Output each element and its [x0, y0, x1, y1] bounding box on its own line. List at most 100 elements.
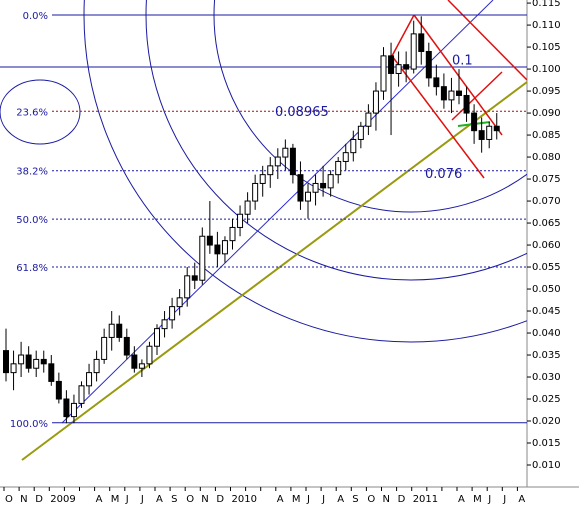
y-tick-label: 0.090	[532, 108, 561, 119]
candles	[3, 16, 500, 424]
candle-body	[55, 380, 62, 400]
annotation: 0.1	[452, 54, 473, 69]
candle-body	[131, 354, 138, 369]
x-tick-label: N	[20, 494, 27, 505]
candle-body	[418, 33, 425, 52]
candle-body	[448, 90, 455, 101]
candle-body	[48, 363, 55, 382]
y-tick-label: 0.115	[532, 0, 561, 9]
channel-line	[447, 0, 527, 81]
x-tick-label: O	[367, 494, 375, 505]
candle-body	[116, 323, 123, 338]
candle-body	[184, 275, 191, 299]
candle-body	[78, 385, 85, 404]
x-tick-label: 2009	[50, 494, 75, 505]
x-tick-label: J	[140, 494, 144, 505]
y-tick-label: 0.040	[532, 328, 561, 339]
y-tick-label: 0.010	[532, 460, 561, 471]
y-tick-label: 0.070	[532, 196, 561, 207]
candle-body	[320, 182, 327, 189]
candle-body	[63, 398, 70, 418]
y-tick-label: 0.030	[532, 372, 561, 383]
x-tick-label: 2011	[413, 494, 438, 505]
y-tick-label: 0.100	[532, 64, 561, 75]
candle-body	[244, 200, 251, 215]
channel-line	[413, 14, 503, 136]
x-tick-label: A	[96, 494, 103, 505]
candle-body	[327, 174, 334, 189]
candle-body	[10, 363, 17, 374]
y-tick-label: 0.025	[532, 394, 561, 405]
y-tick-label: 0.085	[532, 130, 561, 141]
y-tick-label: 0.080	[532, 152, 561, 163]
x-tick-label: M	[292, 494, 301, 505]
candle-body	[108, 323, 115, 338]
candle-body	[169, 306, 176, 321]
candle-body	[380, 55, 387, 92]
candle-body	[456, 90, 462, 96]
x-tick-label: S	[352, 494, 358, 505]
x-tick-label: J	[487, 494, 491, 505]
candle-body	[191, 275, 198, 281]
candle-body	[3, 350, 9, 374]
fib-label: 100.0%	[10, 419, 48, 430]
candle-body	[342, 152, 349, 162]
candle-body	[289, 147, 296, 176]
candle-body	[237, 213, 244, 228]
candle-body	[229, 226, 236, 242]
candle-body	[305, 191, 311, 202]
candle-body	[463, 94, 470, 114]
y-tick-label: 0.055	[532, 262, 561, 273]
candle-body	[33, 358, 40, 369]
candle-body	[206, 235, 213, 246]
channel-line	[451, 71, 503, 121]
y-tick-label: 0.060	[532, 240, 561, 251]
annotation: 0.076	[425, 167, 462, 182]
fib-label: 61.8%	[16, 263, 48, 274]
trend-line	[61, 0, 494, 424]
x-tick-label: M	[111, 494, 120, 505]
y-tick-label: 0.065	[532, 218, 561, 229]
candle-body	[252, 182, 259, 202]
candle-body	[365, 112, 372, 127]
y-tick-label: 0.045	[532, 306, 561, 317]
y-tick-label: 0.050	[532, 284, 561, 295]
y-tick-label: 0.035	[532, 350, 561, 361]
candle-body	[18, 354, 25, 365]
x-tick-label: O	[5, 494, 13, 505]
x-tick-label: S	[171, 494, 177, 505]
candle-body	[282, 147, 289, 158]
candle-body	[357, 125, 364, 140]
fib-label: 50.0%	[16, 215, 48, 226]
y-tick-label: 0.075	[532, 174, 561, 185]
fib-label: 23.6%	[16, 107, 48, 118]
candle-body	[433, 77, 440, 88]
candle-body	[70, 402, 77, 418]
x-tick-label: 2010	[232, 494, 257, 505]
candle-body	[410, 33, 417, 70]
x-tick-label: D	[398, 494, 406, 505]
candle-body	[146, 345, 153, 365]
y-tick-label: 0.095	[532, 86, 561, 97]
x-tick-label: O	[186, 494, 194, 505]
ellipse	[0, 79, 81, 145]
trend-line	[21, 81, 527, 461]
x-tick-label: J	[321, 494, 325, 505]
x-tick-label: J	[502, 494, 506, 505]
y-tick-label: 0.020	[532, 416, 561, 427]
candle-body	[86, 372, 93, 387]
candle-body	[403, 64, 410, 70]
candle-body	[425, 50, 432, 79]
candle-body	[93, 358, 100, 374]
candle-body	[297, 174, 304, 202]
x-tick-label: J	[125, 494, 129, 505]
fib-levels	[52, 14, 527, 424]
candle-body	[350, 138, 357, 154]
x-tick-label: A	[337, 494, 344, 505]
annotation: 0.08965	[275, 105, 329, 120]
channel-line	[391, 14, 415, 57]
candle-body	[395, 64, 402, 74]
x-tick-label: A	[458, 494, 465, 505]
